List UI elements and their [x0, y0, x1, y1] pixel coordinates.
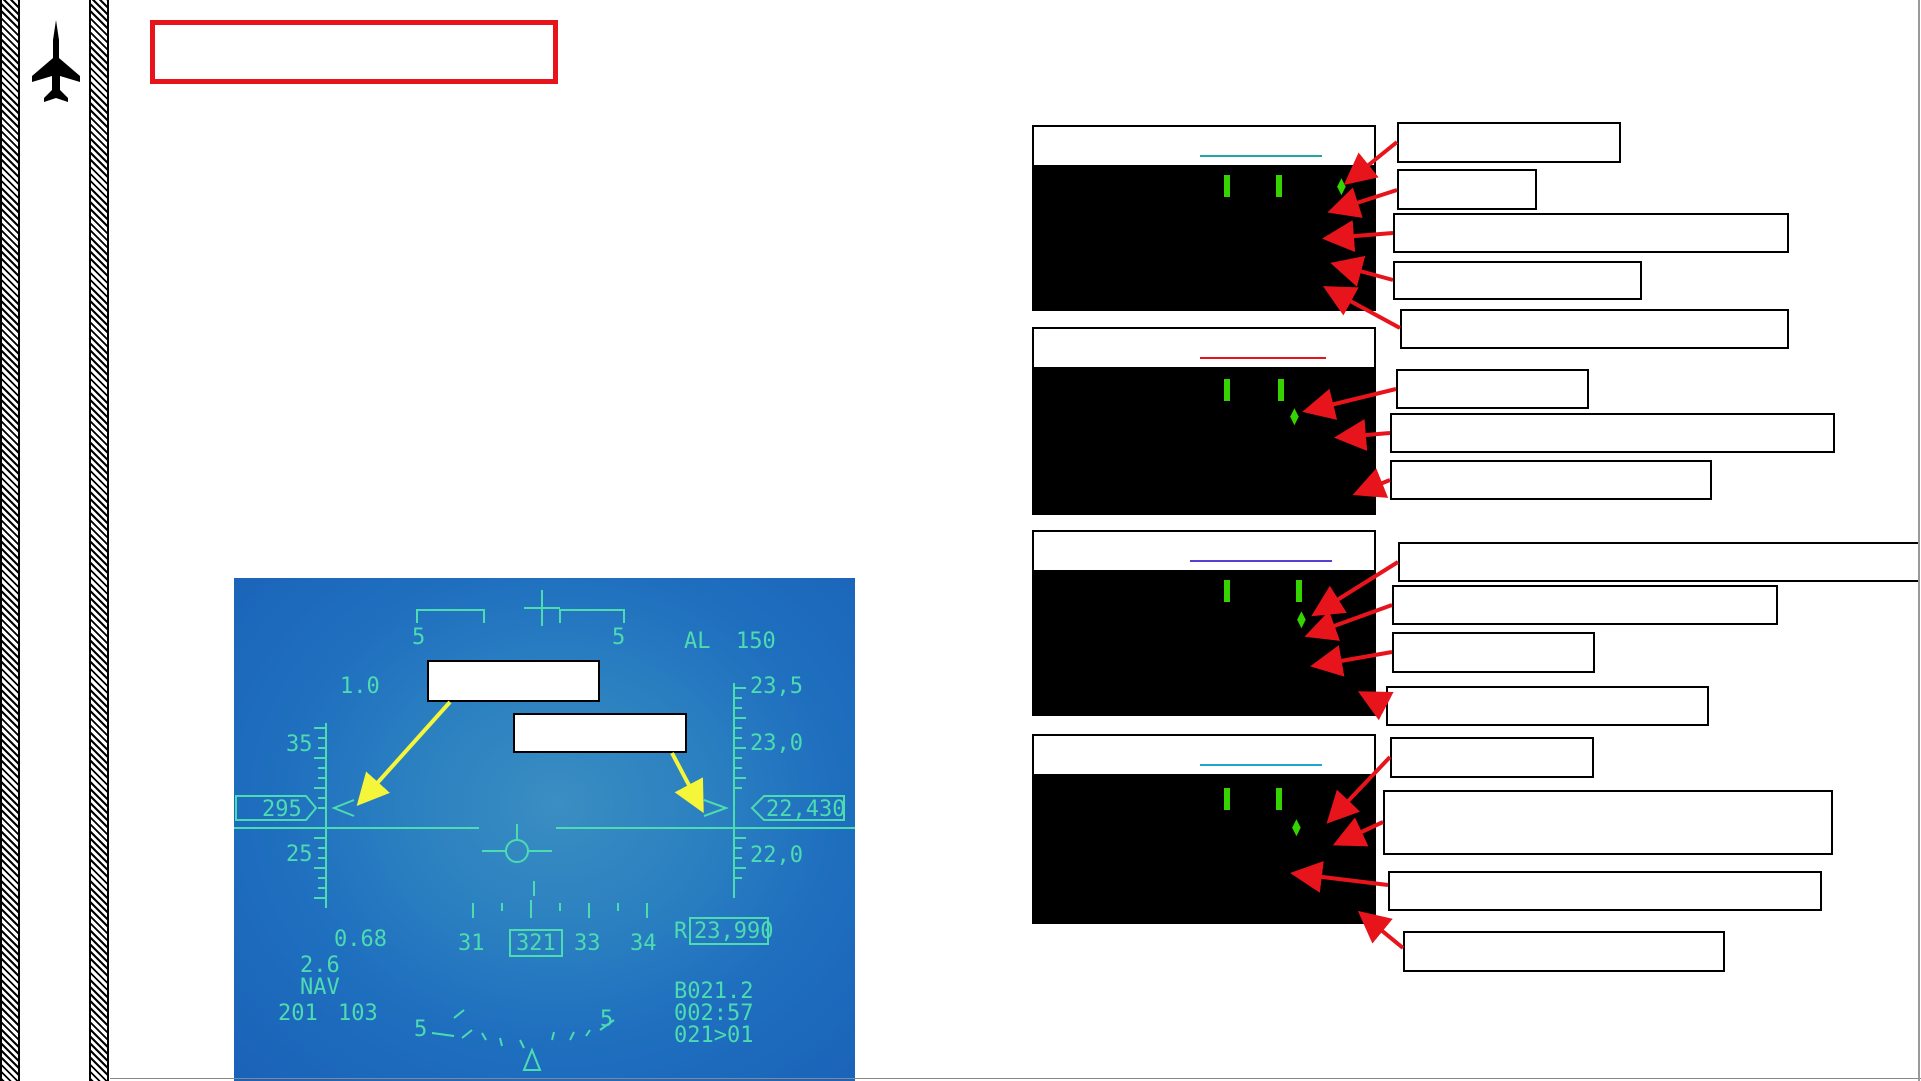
- hud-steer-2: 002:57: [674, 1001, 753, 1026]
- hud-heading-box: 321: [516, 931, 556, 956]
- callout-3-4: [1386, 686, 1709, 726]
- callout-1-2: [1397, 169, 1537, 210]
- hud-image: 5 5 AL 150 1.0 35 295 25 23,5 23,0 22,43…: [234, 578, 855, 1081]
- callout-1-4: [1393, 261, 1642, 300]
- hud-alt-label: AL: [684, 629, 711, 654]
- arrow-2-2: [1334, 419, 1391, 451]
- hud-scale-top: 1.0: [340, 674, 380, 699]
- right-edge-rule: [1918, 0, 1920, 1081]
- arrow-4-1: [1326, 755, 1392, 824]
- hud-label-2: [513, 713, 687, 753]
- display-1-header: [1034, 127, 1374, 167]
- hud-arrow-2: [670, 752, 704, 814]
- display-2-bar-2: [1278, 379, 1284, 401]
- hud-alt-value: 150: [736, 629, 776, 654]
- hud-alt-235: 23,5: [750, 674, 803, 699]
- display-3-bar-1: [1224, 580, 1230, 602]
- display-2-header: [1034, 329, 1374, 369]
- callout-3-1: [1398, 542, 1920, 582]
- callout-3-3: [1392, 632, 1595, 673]
- hud-bank-left: 5: [414, 1017, 427, 1042]
- callout-1-5: [1400, 309, 1789, 349]
- display-3-underline: [1190, 560, 1332, 562]
- hud-symbology: 5 5 AL 150 1.0 35 295 25 23,5 23,0 22,43…: [234, 590, 855, 1071]
- hud-arrow-1: [356, 700, 452, 806]
- callout-4-1: [1390, 737, 1594, 778]
- callout-2-1: [1396, 369, 1589, 409]
- hud-mode: NAV: [300, 975, 340, 1000]
- arrow-1-4: [1330, 255, 1394, 287]
- display-3-header: [1034, 532, 1374, 572]
- hud-heading-34: 34: [630, 931, 657, 956]
- display-1-underline: [1200, 155, 1322, 157]
- left-hatch-border: [0, 0, 20, 1081]
- display-4-underline: [1200, 764, 1322, 766]
- callout-3-2: [1392, 585, 1778, 625]
- arrow-1-3: [1322, 220, 1394, 253]
- hud-left-bottom-2: 103: [338, 1001, 378, 1026]
- hud-heading-31: 31: [458, 931, 485, 956]
- callout-2-2: [1390, 413, 1835, 453]
- display-1-bar-1: [1224, 175, 1230, 197]
- display-1-bar-2: [1276, 175, 1282, 197]
- arrow-1-2: [1327, 187, 1398, 218]
- arrow-3-3: [1310, 645, 1393, 677]
- callout-4-2: [1383, 790, 1833, 855]
- hud-speed-35: 35: [286, 732, 313, 757]
- arrow-4-2: [1332, 817, 1384, 847]
- hud-alt-230: 23,0: [750, 731, 803, 756]
- hud-speed-25: 25: [286, 842, 313, 867]
- display-4-bar-2: [1276, 788, 1282, 810]
- hud-heading-33: 33: [574, 931, 601, 956]
- display-1: ▲ ▼: [1032, 125, 1376, 311]
- hud-steer-1: B021.2: [674, 979, 753, 1004]
- display-2: ▲ ▼: [1032, 327, 1376, 515]
- arrow-3-4: [1357, 691, 1394, 721]
- hud-bank-right: 5: [600, 1007, 613, 1032]
- hud-pitch-left: 5: [412, 625, 425, 650]
- hud-label-1: [427, 660, 600, 702]
- fighter-jet-icon: [32, 20, 80, 102]
- hud-mach: 0.68: [334, 927, 387, 952]
- arrow-4-4: [1357, 910, 1405, 950]
- callout-4-3: [1388, 871, 1822, 911]
- display-2-underline: [1200, 357, 1326, 359]
- hud-radar-alt-prefix: R: [674, 919, 688, 944]
- arrow-2-1: [1302, 387, 1397, 420]
- arrow-2-3: [1352, 468, 1391, 498]
- hud-alt-220: 22,0: [750, 843, 803, 868]
- callout-4-4: [1403, 931, 1725, 972]
- hud-speed-box: 295: [262, 797, 302, 822]
- hud-pitch-right: 5: [612, 625, 625, 650]
- display-2-bar-1: [1224, 379, 1230, 401]
- hud-g-load: 2.6: [300, 953, 340, 978]
- arrow-3-2: [1304, 603, 1393, 641]
- callout-1-3: [1393, 213, 1789, 253]
- display-4-bar-1: [1224, 788, 1230, 810]
- hud-left-bottom-1: 201: [278, 1001, 318, 1026]
- display-4-header: [1034, 736, 1374, 776]
- display-3-bar-2: [1296, 580, 1302, 602]
- display-2-up-down-icon: ▲ ▼: [1287, 404, 1302, 429]
- callout-1-1: [1397, 122, 1621, 163]
- hud-steer-3: 021>01: [674, 1023, 753, 1048]
- arrow-4-3: [1290, 861, 1389, 893]
- hud-radar-alt-box: 23,990: [694, 919, 773, 944]
- callout-2-3: [1390, 460, 1712, 500]
- arrow-3-1: [1311, 560, 1400, 617]
- right-hatch-border: [89, 0, 109, 1081]
- hud-alt-box: 22,430: [766, 797, 845, 822]
- arrow-1-5: [1322, 286, 1401, 330]
- display-4-up-down-icon: ▲ ▼: [1289, 815, 1304, 840]
- bottom-rule: [110, 1078, 1921, 1079]
- arrow-1-1: [1343, 140, 1399, 186]
- title-box: [150, 20, 558, 84]
